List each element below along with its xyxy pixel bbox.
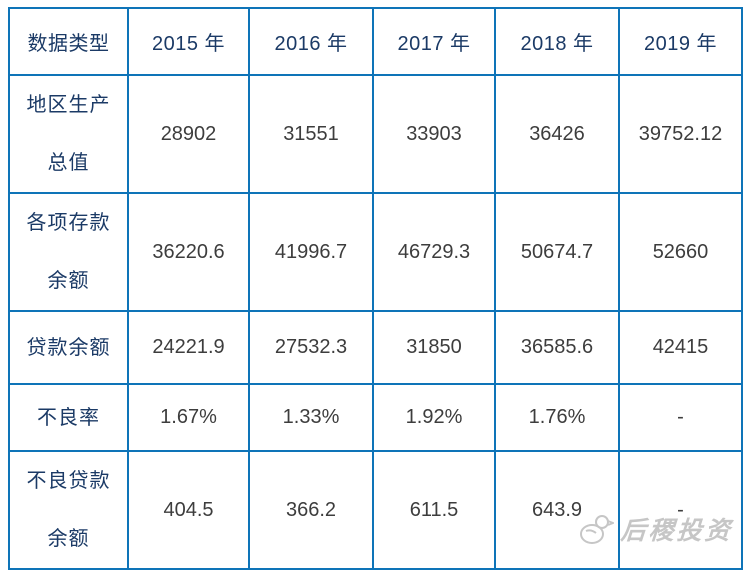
value-cell: 404.5 — [127, 450, 250, 570]
value-cell: 36220.6 — [127, 192, 250, 312]
value-cell: 42415 — [618, 310, 743, 385]
row-label-loans: 贷款余额 — [8, 310, 129, 385]
table-header-row: 数据类型 2015 年 2016 年 2017 年 2018 年 2019 年 — [8, 7, 743, 76]
table-row-npl-ratio: 不良率 1.67% 1.33% 1.92% 1.76% - — [8, 383, 743, 452]
header-data-type: 数据类型 — [8, 7, 129, 76]
value-cell: 50674.7 — [494, 192, 620, 312]
table-row-deposits: 各项存款 余额 36220.6 41996.7 46729.3 50674.7 … — [8, 192, 743, 312]
header-year-2015: 2015 年 — [127, 7, 250, 76]
value-cell: 31551 — [248, 74, 374, 194]
value-cell: 41996.7 — [248, 192, 374, 312]
value-cell: 24221.9 — [127, 310, 250, 385]
value-cell: 1.76% — [494, 383, 620, 452]
value-cell: - — [618, 450, 743, 570]
value-cell: 643.9 — [494, 450, 620, 570]
value-cell: 27532.3 — [248, 310, 374, 385]
value-cell: 46729.3 — [372, 192, 496, 312]
table-row-npl-balance: 不良贷款 余额 404.5 366.2 611.5 643.9 - — [8, 450, 743, 570]
row-label-gdp: 地区生产 总值 — [8, 74, 129, 194]
header-year-2019: 2019 年 — [618, 7, 743, 76]
value-cell: 52660 — [618, 192, 743, 312]
table-row-gdp: 地区生产 总值 28902 31551 33903 36426 39752.12 — [8, 74, 743, 194]
value-cell: 1.33% — [248, 383, 374, 452]
value-cell: 1.67% — [127, 383, 250, 452]
value-cell: 39752.12 — [618, 74, 743, 194]
row-label-npl-ratio: 不良率 — [8, 383, 129, 452]
header-year-2017: 2017 年 — [372, 7, 496, 76]
value-cell: 1.92% — [372, 383, 496, 452]
row-label-deposits: 各项存款 余额 — [8, 192, 129, 312]
value-cell: 366.2 — [248, 450, 374, 570]
value-cell: 36426 — [494, 74, 620, 194]
value-cell: 611.5 — [372, 450, 496, 570]
financial-data-table: 数据类型 2015 年 2016 年 2017 年 2018 年 2019 年 … — [8, 7, 743, 570]
table-row-loans: 贷款余额 24221.9 27532.3 31850 36585.6 42415 — [8, 310, 743, 385]
value-cell: 33903 — [372, 74, 496, 194]
header-year-2016: 2016 年 — [248, 7, 374, 76]
value-cell: 28902 — [127, 74, 250, 194]
value-cell: - — [618, 383, 743, 452]
header-year-2018: 2018 年 — [494, 7, 620, 76]
value-cell: 31850 — [372, 310, 496, 385]
row-label-npl-balance: 不良贷款 余额 — [8, 450, 129, 570]
value-cell: 36585.6 — [494, 310, 620, 385]
